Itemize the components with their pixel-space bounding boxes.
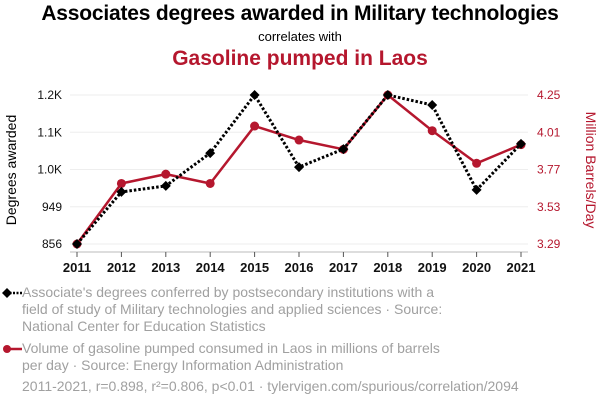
x-tick-label: 2019 <box>418 260 447 275</box>
data-point-degrees <box>160 180 171 191</box>
gridlines <box>70 94 528 245</box>
data-point-degrees <box>249 90 260 100</box>
line-chart: 856 949 1.0K 1.1K 1.2K 3.29 3.53 3.77 4.01 4.25 20… <box>3 88 599 275</box>
x-tick-label: 2017 <box>329 260 358 275</box>
data-point-degrees <box>294 162 304 173</box>
y-tick-label-left: 949 <box>42 200 62 214</box>
y-tick-label-left: 1.2K <box>37 88 62 102</box>
x-tick-label: 2021 <box>507 260 536 275</box>
data-point-gasoline <box>294 135 304 145</box>
y-tick-label-left: 1.1K <box>37 125 62 139</box>
x-tick-label: 2016 <box>285 260 314 275</box>
legend-text-degrees: Associate's degrees conferred by postsec… <box>22 284 443 334</box>
x-tick-label: 2012 <box>107 260 136 275</box>
footer-stats: 2011-2021, r=0.898, r²=0.806, p<0.01 · t… <box>22 378 519 394</box>
x-tick-label: 2014 <box>196 260 226 275</box>
y-tick-label-left: 1.0K <box>37 163 62 177</box>
circle-line-icon <box>3 345 22 353</box>
y-tick-label-right: 4.25 <box>537 88 561 102</box>
diamond-dotted-line-icon <box>2 288 22 298</box>
y-tick-label-right: 3.53 <box>537 200 561 214</box>
x-tick-label: 2011 <box>63 260 91 275</box>
x-tick-label: 2015 <box>240 260 269 275</box>
x-tick-label: 2013 <box>151 260 180 275</box>
data-point-degrees <box>471 184 482 195</box>
data-point-degrees <box>338 144 349 155</box>
chart-title: Associates degrees awarded in Military t… <box>41 2 559 25</box>
y-tick-label-right: 3.77 <box>537 163 561 177</box>
y-axis-label-right: Million Barrels/Day <box>583 112 599 229</box>
axes: 856 949 1.0K 1.1K 1.2K 3.29 3.53 3.77 4.01 4.25 20… <box>37 88 560 275</box>
data-point-gasoline <box>116 178 126 188</box>
data-point-degrees <box>116 186 127 197</box>
y-tick-label-right: 3.29 <box>537 237 561 251</box>
data-point-gasoline <box>161 169 171 179</box>
data-point-degrees <box>382 90 393 100</box>
y-axis-label-left: Degrees awarded <box>3 115 19 226</box>
data-point-degrees <box>205 148 216 159</box>
legend-text-gasoline: Volume of gasoline pumped consumed in La… <box>22 340 440 373</box>
x-tick-label: 2018 <box>373 260 402 275</box>
chart-title-secondary: Gasoline pumped in Laos <box>172 47 428 70</box>
x-tick-label: 2020 <box>462 260 491 275</box>
data-point-degrees <box>72 239 82 249</box>
data-point-gasoline <box>427 126 437 136</box>
y-tick-label-right: 4.01 <box>537 125 561 139</box>
data-point-gasoline <box>205 178 215 188</box>
data-point-gasoline <box>472 158 482 168</box>
data-point-degrees <box>516 138 526 149</box>
data-point-gasoline <box>250 121 260 131</box>
data-point-degrees <box>427 100 438 111</box>
series-group <box>72 90 526 249</box>
chart-subtitle: correlates with <box>258 29 342 44</box>
y-tick-label-left: 856 <box>42 237 62 251</box>
